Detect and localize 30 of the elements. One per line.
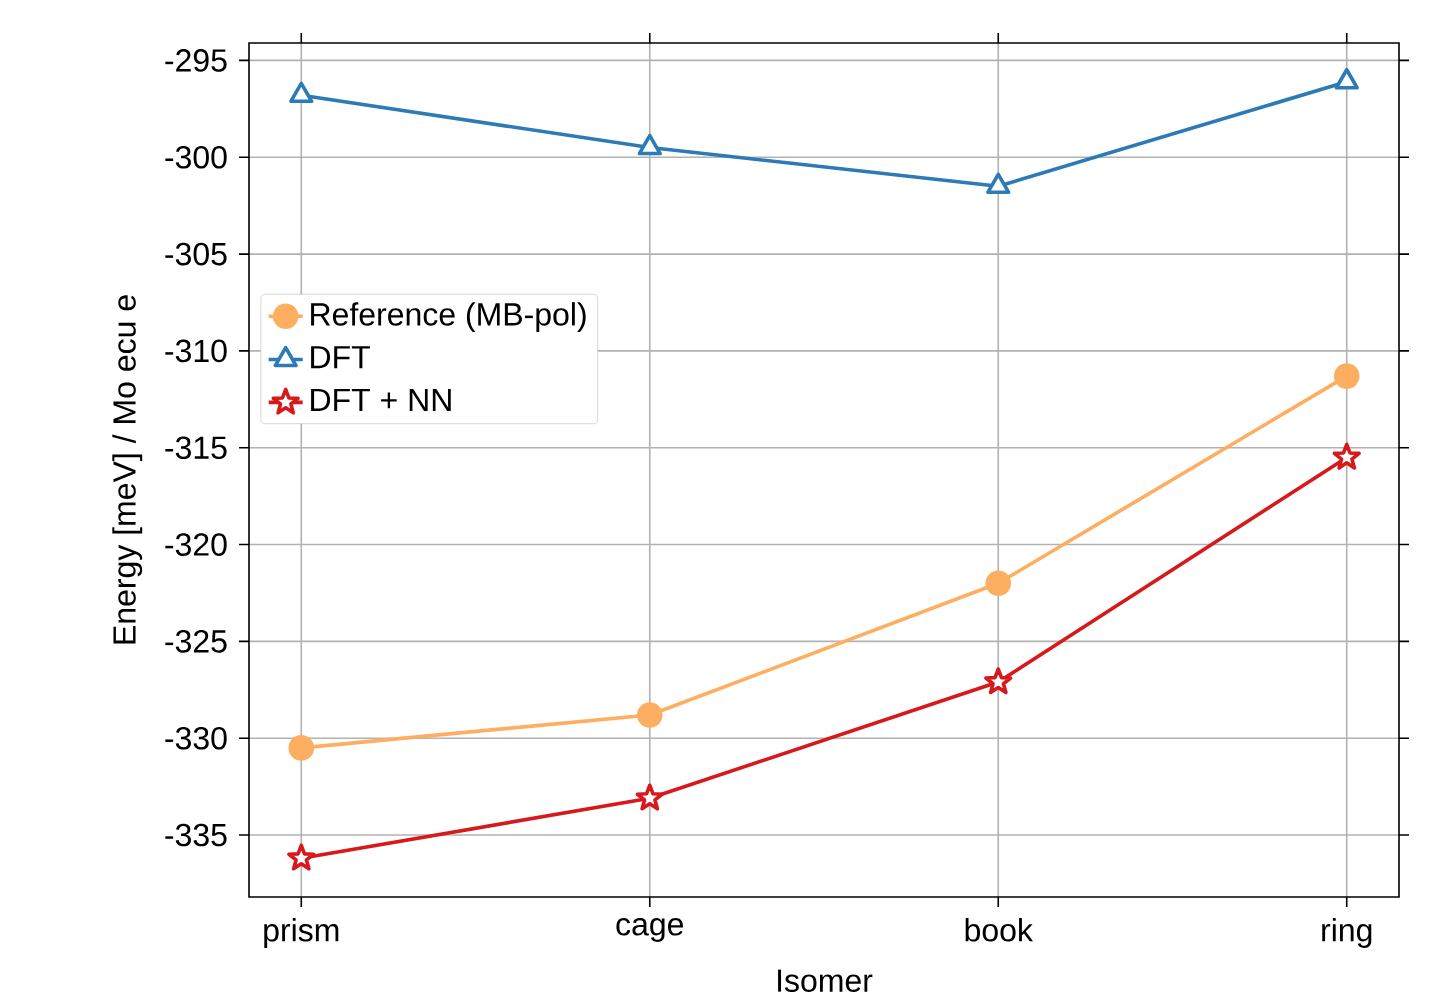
point bbox=[986, 172, 1011, 195]
point bbox=[637, 133, 662, 156]
point bbox=[635, 783, 664, 811]
y-tick-label: -335 bbox=[165, 823, 227, 847]
x-tick-label: prism bbox=[264, 918, 339, 948]
point bbox=[289, 81, 314, 104]
legend-label: DFT + NN bbox=[311, 388, 451, 411]
y-tick-label: -320 bbox=[165, 533, 227, 556]
point bbox=[636, 702, 663, 728]
legend-label: DFT bbox=[311, 346, 370, 369]
x-tick-label: ring bbox=[1322, 918, 1372, 948]
x-axis-title: Isomer bbox=[778, 969, 873, 992]
point bbox=[1333, 363, 1360, 389]
legend-label: Reference (MB-pol) bbox=[311, 302, 586, 333]
point bbox=[985, 570, 1012, 597]
x-tick-label: cage bbox=[616, 918, 684, 942]
y-tick-label: -315 bbox=[165, 436, 227, 460]
point bbox=[1334, 67, 1359, 90]
y-tick-label: -300 bbox=[165, 145, 227, 169]
y-tick-label: -325 bbox=[165, 630, 227, 653]
y-tick-label: -310 bbox=[165, 339, 227, 363]
point bbox=[984, 667, 1013, 695]
point bbox=[287, 843, 316, 871]
point bbox=[1332, 442, 1361, 470]
point bbox=[288, 735, 315, 761]
y-tick-label: -305 bbox=[165, 242, 227, 266]
y-tick-label: -330 bbox=[165, 726, 227, 750]
y-tick-label: -295 bbox=[165, 49, 227, 72]
y-axis-title: Energy [meV] / Mo ecu e bbox=[112, 295, 143, 644]
x-tick-label: book bbox=[965, 918, 1033, 942]
